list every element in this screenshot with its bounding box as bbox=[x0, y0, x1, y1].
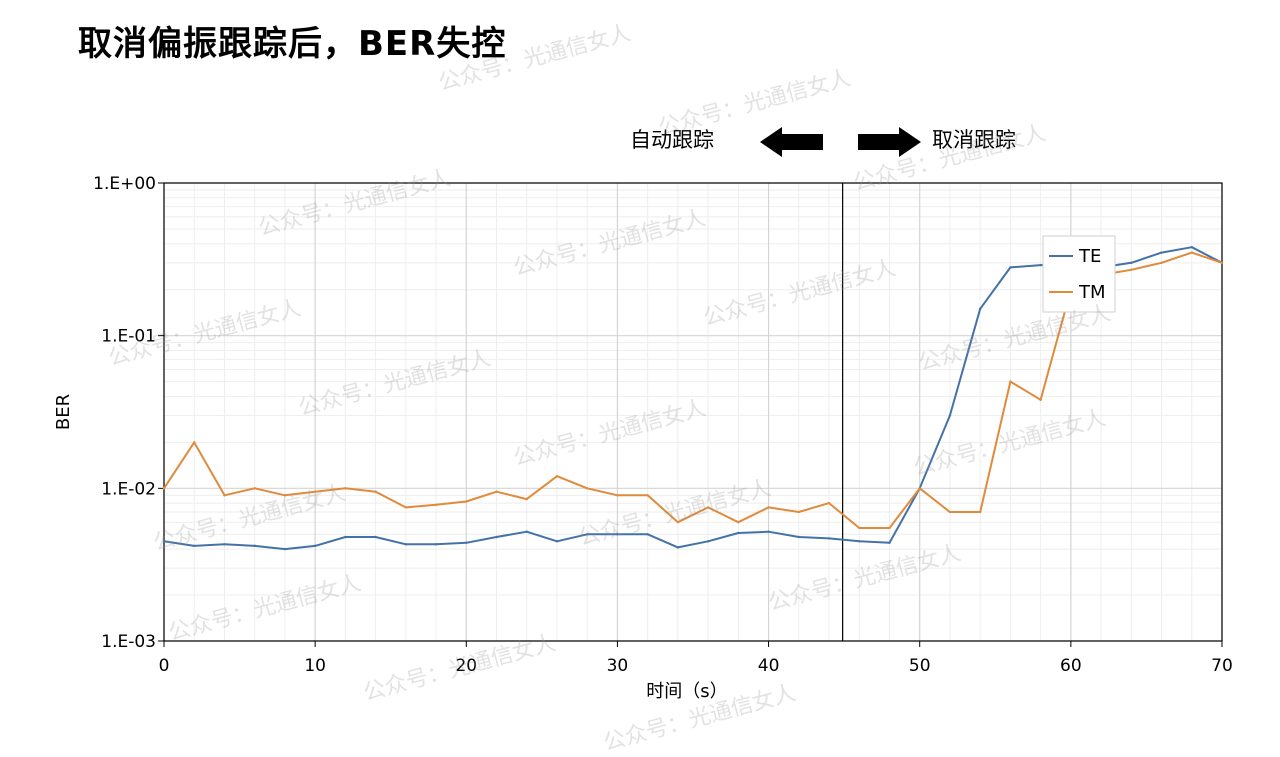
data-point-te bbox=[525, 530, 528, 533]
slide-title: 取消偏振跟踪后，BER失控 bbox=[78, 24, 507, 64]
data-point-te bbox=[495, 535, 498, 539]
x-tick-label: 40 bbox=[758, 656, 780, 676]
data-point-te bbox=[586, 533, 589, 536]
data-point-te bbox=[616, 533, 619, 536]
x-tick-label: 20 bbox=[455, 656, 477, 676]
data-point-tm bbox=[1130, 268, 1133, 272]
data-point-te bbox=[797, 535, 800, 539]
data-point-tm bbox=[283, 494, 287, 497]
data-point-te bbox=[162, 540, 166, 543]
legend-box bbox=[1042, 235, 1116, 313]
right-arrow-icon bbox=[858, 127, 921, 157]
data-point-te bbox=[676, 546, 680, 549]
data-point-tm bbox=[344, 487, 347, 490]
data-point-tm bbox=[827, 501, 831, 505]
data-point-tm bbox=[1160, 261, 1163, 265]
annotation-auto-tracking: 自动跟踪 bbox=[630, 128, 714, 152]
data-point-tm bbox=[495, 490, 498, 493]
data-point-te bbox=[434, 543, 438, 546]
y-tick-label: 1.E-02 bbox=[101, 479, 156, 499]
x-axis-title: 时间（s） bbox=[646, 681, 727, 702]
data-point-tm bbox=[616, 494, 619, 497]
x-tick-label: 30 bbox=[607, 656, 629, 676]
data-point-te bbox=[706, 540, 710, 543]
data-point-te bbox=[555, 540, 559, 543]
data-point-tm bbox=[525, 497, 528, 501]
x-tick-label: 70 bbox=[1211, 656, 1233, 676]
data-point-tm bbox=[404, 506, 408, 509]
data-point-tm bbox=[767, 506, 770, 509]
series-line-tm bbox=[163, 251, 1223, 529]
data-point-tm bbox=[888, 526, 891, 530]
x-tick-label: 10 bbox=[304, 656, 326, 676]
data-point-te bbox=[283, 547, 287, 551]
data-point-tm bbox=[737, 521, 740, 524]
data-point-te bbox=[888, 541, 891, 544]
left-arrow-icon bbox=[760, 127, 823, 157]
data-point-tm bbox=[948, 510, 952, 514]
data-point-te bbox=[1039, 263, 1042, 267]
y-tick-label: 1.E-03 bbox=[101, 632, 156, 652]
data-point-tm bbox=[223, 494, 226, 497]
data-point-tm bbox=[1190, 251, 1193, 254]
data-point-te bbox=[1009, 266, 1012, 269]
data-point-te bbox=[344, 535, 347, 539]
data-point-tm bbox=[1039, 398, 1042, 402]
data-point-te bbox=[465, 541, 468, 544]
data-point-te bbox=[1190, 245, 1193, 249]
data-point-te bbox=[948, 414, 952, 417]
legend-label-tm: TM bbox=[1078, 282, 1106, 303]
data-point-te bbox=[767, 530, 770, 533]
x-tick-label: 50 bbox=[909, 656, 931, 676]
data-point-tm bbox=[162, 487, 166, 490]
data-point-te bbox=[646, 533, 649, 536]
data-point-te bbox=[827, 537, 831, 540]
data-point-tm bbox=[555, 475, 559, 478]
data-point-te bbox=[1160, 251, 1163, 254]
x-tick-label: 0 bbox=[159, 656, 170, 676]
plot-frame bbox=[163, 182, 1223, 642]
data-point-tm bbox=[676, 521, 680, 524]
ber-line-chart: 0 10 20 30 40 50 60 70 1.E-03 1.E-02 1.E-01 1.E+00 时… bbox=[53, 174, 1233, 702]
data-point-tm bbox=[434, 503, 438, 507]
data-point-tm bbox=[193, 441, 196, 444]
data-point-te bbox=[858, 540, 861, 543]
data-point-tm bbox=[1009, 380, 1012, 383]
data-point-tm bbox=[706, 506, 710, 509]
data-point-tm bbox=[586, 487, 589, 490]
y-tick-label: 1.E+00 bbox=[93, 174, 156, 194]
data-point-tm bbox=[918, 487, 921, 490]
data-point-te bbox=[313, 544, 317, 548]
data-point-te bbox=[1130, 261, 1133, 265]
data-point-te bbox=[223, 543, 226, 546]
data-point-te bbox=[193, 544, 196, 548]
data-point-te bbox=[404, 543, 408, 546]
data-point-tm bbox=[858, 526, 861, 530]
data-point-tm bbox=[978, 510, 982, 514]
data-point-tm bbox=[313, 490, 317, 493]
data-point-tm bbox=[646, 494, 649, 497]
data-point-te bbox=[374, 535, 377, 539]
legend-label-te: TE bbox=[1078, 246, 1101, 267]
x-tick-label: 60 bbox=[1060, 656, 1082, 676]
data-point-tm bbox=[253, 487, 256, 490]
data-point-te bbox=[737, 531, 740, 535]
y-tick-label: 1.E-01 bbox=[101, 327, 156, 347]
data-point-tm bbox=[465, 500, 468, 503]
data-point-tm bbox=[1220, 261, 1224, 265]
y-axis-title: BER bbox=[53, 394, 74, 430]
data-point-tm bbox=[374, 490, 377, 493]
data-point-te bbox=[253, 544, 256, 548]
data-point-tm bbox=[797, 510, 800, 514]
data-point-te bbox=[978, 307, 982, 310]
annotation-cancel-tracking: 取消跟踪 bbox=[932, 128, 1016, 152]
